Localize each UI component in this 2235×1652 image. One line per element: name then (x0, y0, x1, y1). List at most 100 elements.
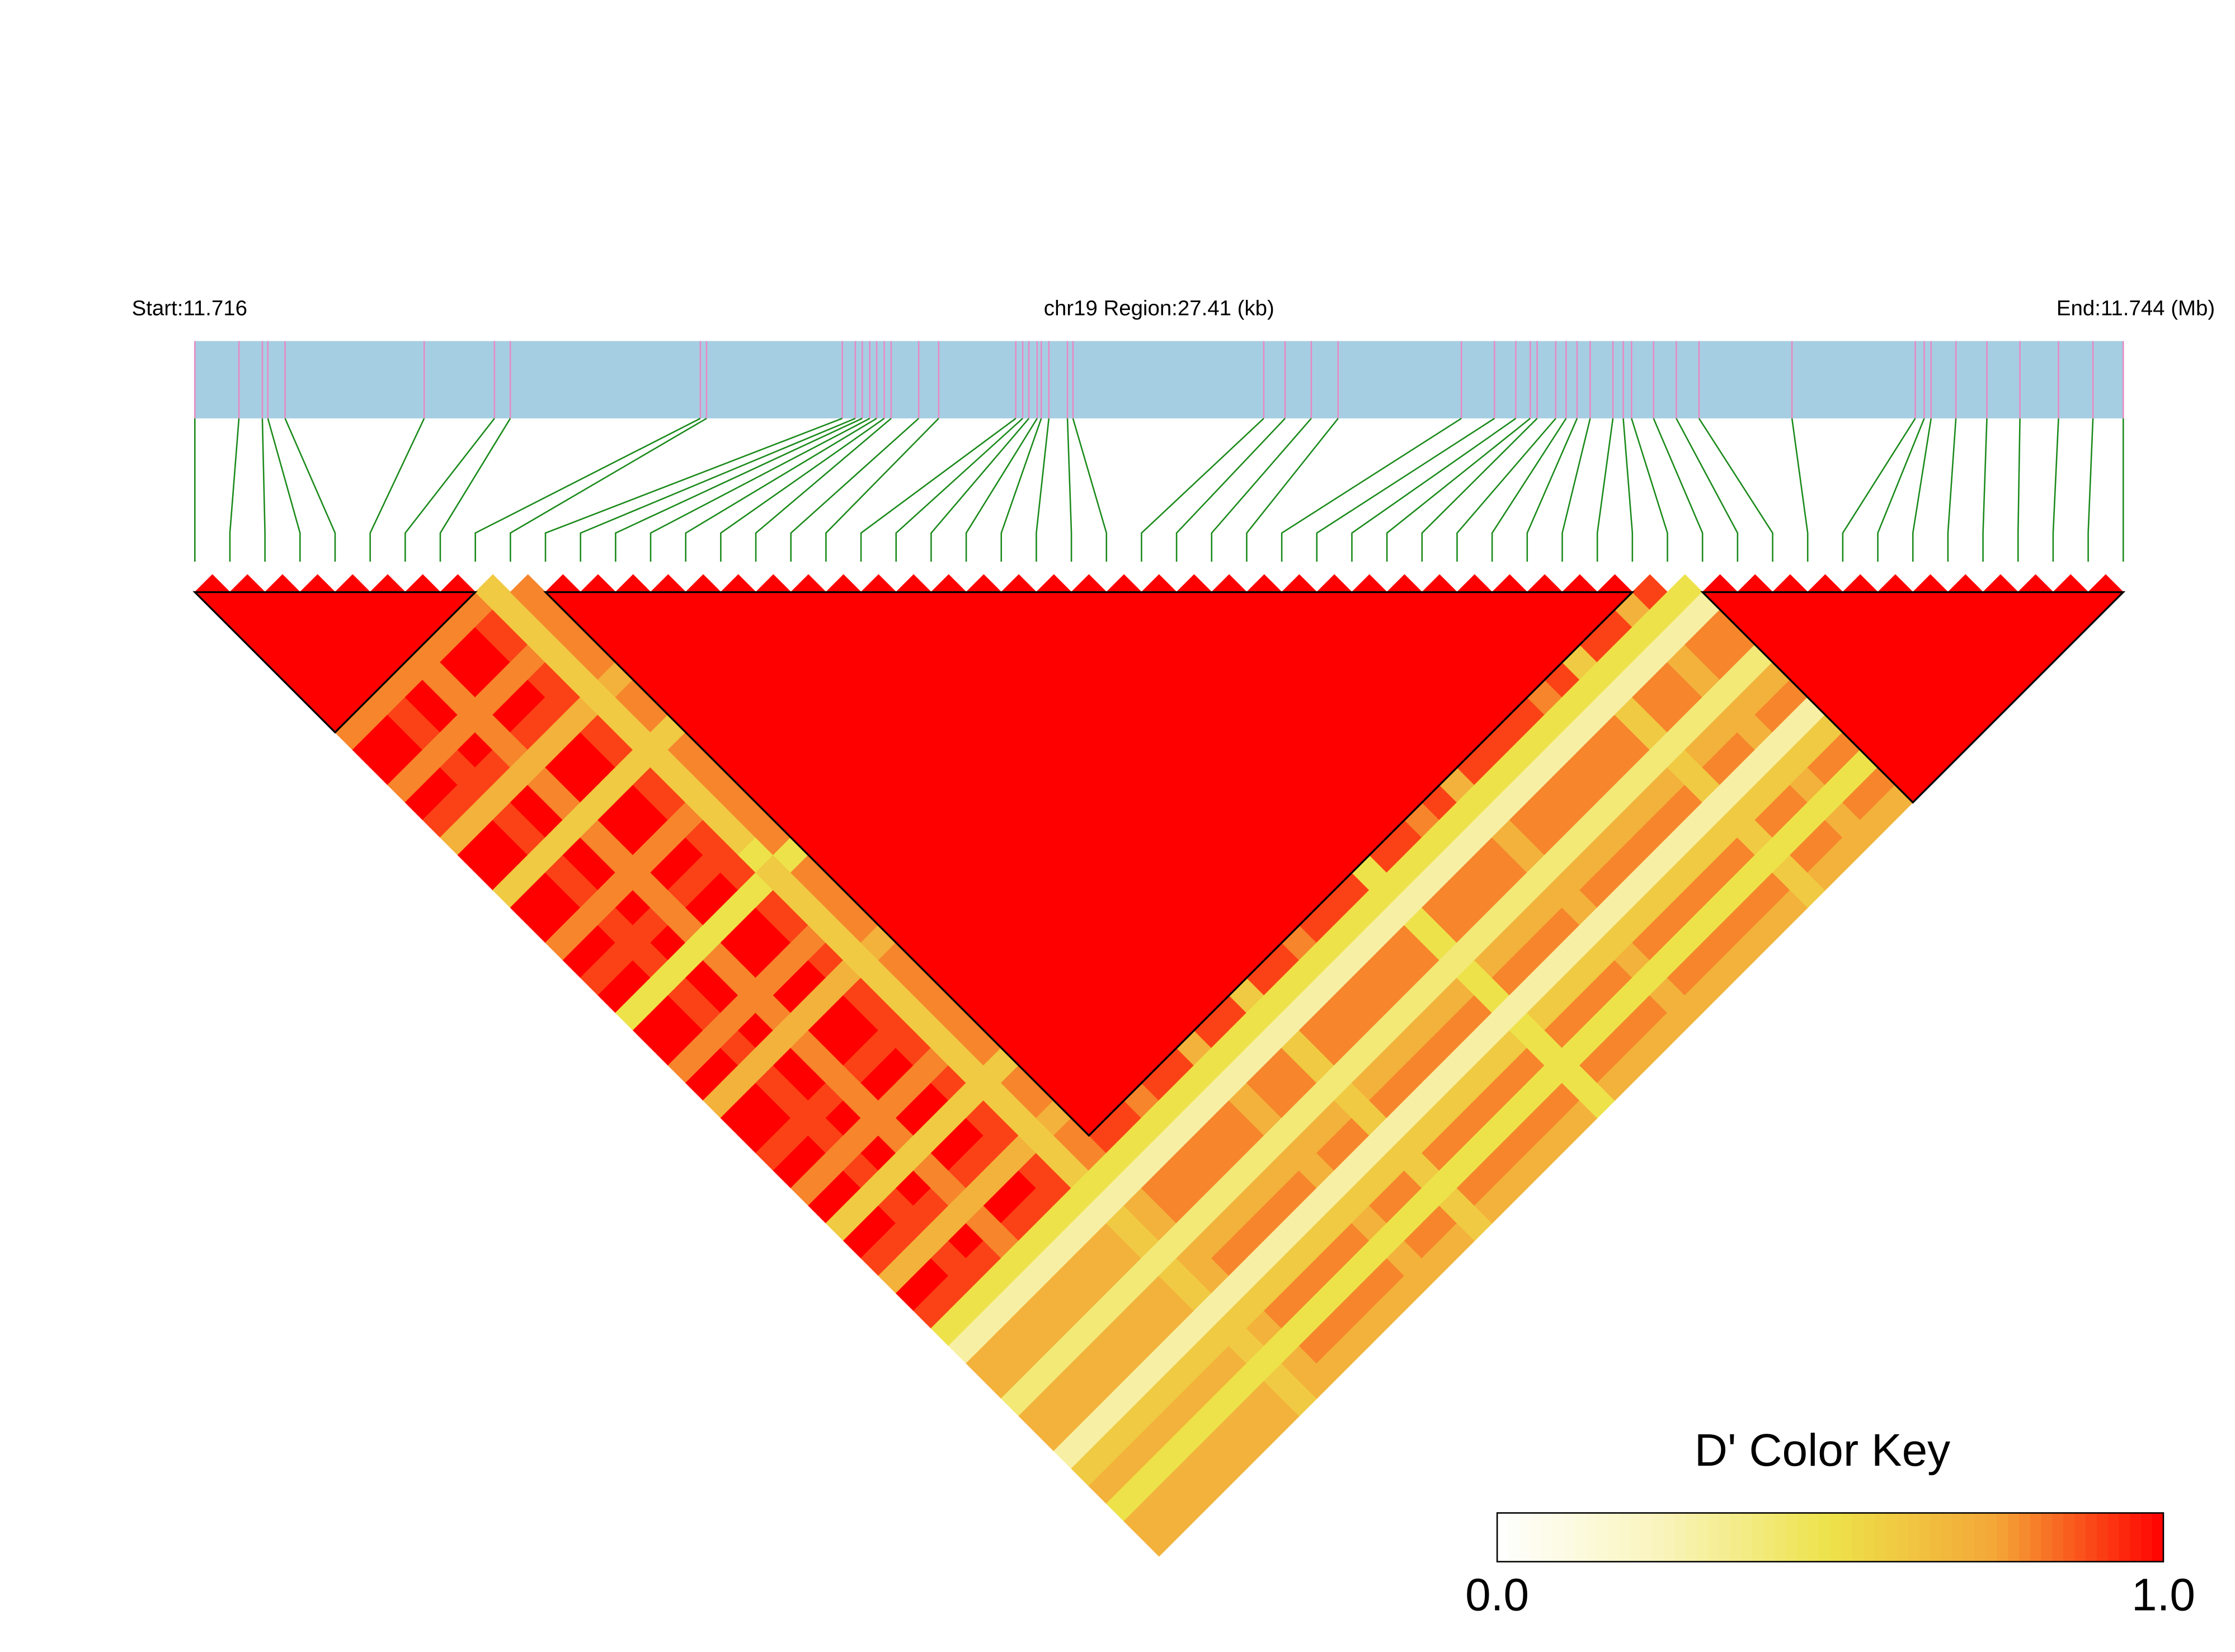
snp-connector (1877, 418, 1925, 562)
color-key-step (1674, 1513, 1687, 1562)
snp-connector (965, 418, 1038, 562)
snp-connector (1386, 417, 1531, 562)
color-key-step (2141, 1513, 2153, 1562)
color-key-step (1619, 1513, 1631, 1562)
color-key-step (1686, 1513, 1698, 1562)
block-outline (543, 591, 1635, 1137)
snp-connector (720, 417, 885, 562)
color-key-step (1541, 1513, 1554, 1562)
snp-connector (1912, 418, 1932, 562)
snp-connector (2052, 418, 2059, 562)
color-key-step (1719, 1513, 1731, 1562)
snp-connector (1175, 418, 1286, 562)
color-key-step (1786, 1513, 1798, 1562)
color-key-step (1819, 1513, 1831, 1562)
snp-connector (1622, 418, 1634, 562)
block-outline (1700, 591, 2126, 804)
snp-connector (1351, 417, 1517, 562)
start-label: Start:11.716 (132, 296, 247, 321)
snp-connector (1000, 418, 1042, 562)
snp-connector (1066, 418, 1072, 562)
color-key-step (1641, 1513, 1654, 1562)
color-key-step (2130, 1513, 2142, 1562)
color-key-step (2096, 1513, 2109, 1562)
snp-connector (1947, 418, 1957, 562)
color-key-step (2119, 1513, 2131, 1562)
color-key-step (1808, 1513, 1820, 1562)
color-key-step (1997, 1513, 2009, 1562)
color-key-frame (1496, 1512, 2165, 1562)
snp-connector (1596, 418, 1614, 562)
color-key-step (1585, 1513, 1598, 1562)
snp-connector (895, 417, 1023, 562)
snp-connector (1791, 418, 1809, 562)
color-key-step (1663, 1513, 1676, 1562)
color-key-step (1575, 1513, 1587, 1562)
color-key-step (1652, 1513, 1664, 1562)
snp-connector (1526, 418, 1578, 562)
color-key-step (1908, 1513, 1920, 1562)
color-key-step (1841, 1513, 1853, 1562)
color-key-step (1941, 1513, 1953, 1562)
snp-connector (544, 417, 843, 562)
snp-connector (1211, 418, 1312, 562)
color-key-step (1552, 1513, 1565, 1562)
snp-connector (1141, 417, 1264, 562)
snp-connector (615, 417, 863, 562)
snp-connector (261, 418, 266, 562)
color-key-step (1797, 1513, 1809, 1562)
snp-connector (284, 418, 336, 562)
color-key-title: D' Color Key (1695, 1425, 1950, 1476)
region-bar (195, 341, 2124, 418)
snp-connector (1072, 418, 1108, 562)
snp-connector (790, 417, 919, 562)
block-outline (192, 591, 478, 734)
snp-connector (860, 417, 1017, 562)
color-key-step (1597, 1513, 1609, 1562)
snp-connector (267, 418, 301, 562)
color-key-step (1508, 1513, 1520, 1562)
color-key-step (1530, 1513, 1542, 1562)
snp-connector (825, 418, 939, 562)
snp-connector (474, 417, 701, 562)
snp-connector (755, 417, 892, 562)
color-key-step (1752, 1513, 1765, 1562)
color-key-step (1952, 1513, 1964, 1562)
color-key-step (1919, 1513, 1931, 1562)
snp-connector (1036, 418, 1050, 562)
color-key-step (2018, 1513, 2031, 1562)
color-key-step (1930, 1513, 1942, 1562)
snp-connector (1982, 418, 1988, 562)
heatmap (194, 574, 2124, 1557)
snp-connector (930, 418, 1030, 562)
end-label: End:11.744 (Mb) (2057, 296, 2215, 321)
snp-connector (439, 418, 511, 562)
snp-connector (369, 418, 425, 562)
color-key-step (1630, 1513, 1643, 1562)
snp-connector (1281, 417, 1462, 562)
color-key-tick-label: 1.0 (2132, 1570, 2195, 1621)
color-key-step (1864, 1513, 1875, 1562)
color-key-step (2074, 1513, 2087, 1562)
color-key-step (1741, 1513, 1753, 1562)
color-key-step (1519, 1513, 1531, 1562)
snp-connector (1653, 418, 1704, 562)
color-key-step (2030, 1513, 2042, 1562)
snp-connector (2087, 418, 2094, 562)
color-key-step (1874, 1513, 1886, 1562)
color-key-step (2152, 1513, 2164, 1562)
color-key-step (1775, 1513, 1787, 1562)
snp-connector (1316, 417, 1495, 562)
snp-connector (685, 417, 877, 562)
snp-connector (1842, 418, 1916, 562)
color-key-step (1852, 1513, 1865, 1562)
snp-connector (650, 417, 871, 562)
snp-connector (1561, 418, 1591, 562)
snp-connector (1491, 418, 1567, 562)
snp-connector (1676, 418, 1739, 562)
snp-connector (1421, 418, 1538, 562)
snp-connector (1246, 418, 1339, 562)
snp-connector (510, 417, 707, 562)
